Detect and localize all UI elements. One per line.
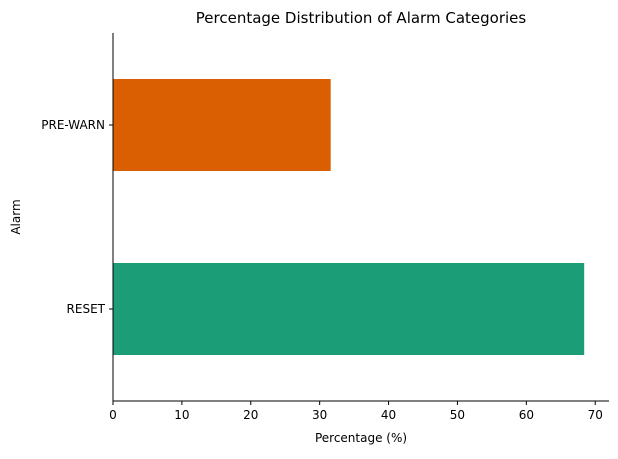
x-tick-label: 20: [243, 408, 258, 422]
x-tick-label: 60: [519, 408, 534, 422]
bar-pre-warn: [113, 79, 331, 171]
y-ticks-group: RESET PRE-WARN: [41, 118, 113, 316]
x-ticks-group: 0 10 20 30 40 50 60 70: [109, 401, 603, 422]
x-tick-label: 70: [588, 408, 603, 422]
x-tick-label: 0: [109, 408, 117, 422]
x-tick-label: 10: [174, 408, 189, 422]
y-tick-label: RESET: [67, 302, 106, 316]
x-tick-label: 30: [312, 408, 327, 422]
bar-reset: [113, 263, 585, 355]
y-axis-label: Alarm: [9, 199, 23, 234]
chart-title: Percentage Distribution of Alarm Categor…: [196, 9, 527, 27]
x-tick-label: 40: [381, 408, 396, 422]
x-tick-label: 50: [450, 408, 465, 422]
bars-group: [113, 79, 585, 355]
y-tick-label: PRE-WARN: [41, 118, 105, 132]
x-axis-label: Percentage (%): [315, 431, 407, 445]
